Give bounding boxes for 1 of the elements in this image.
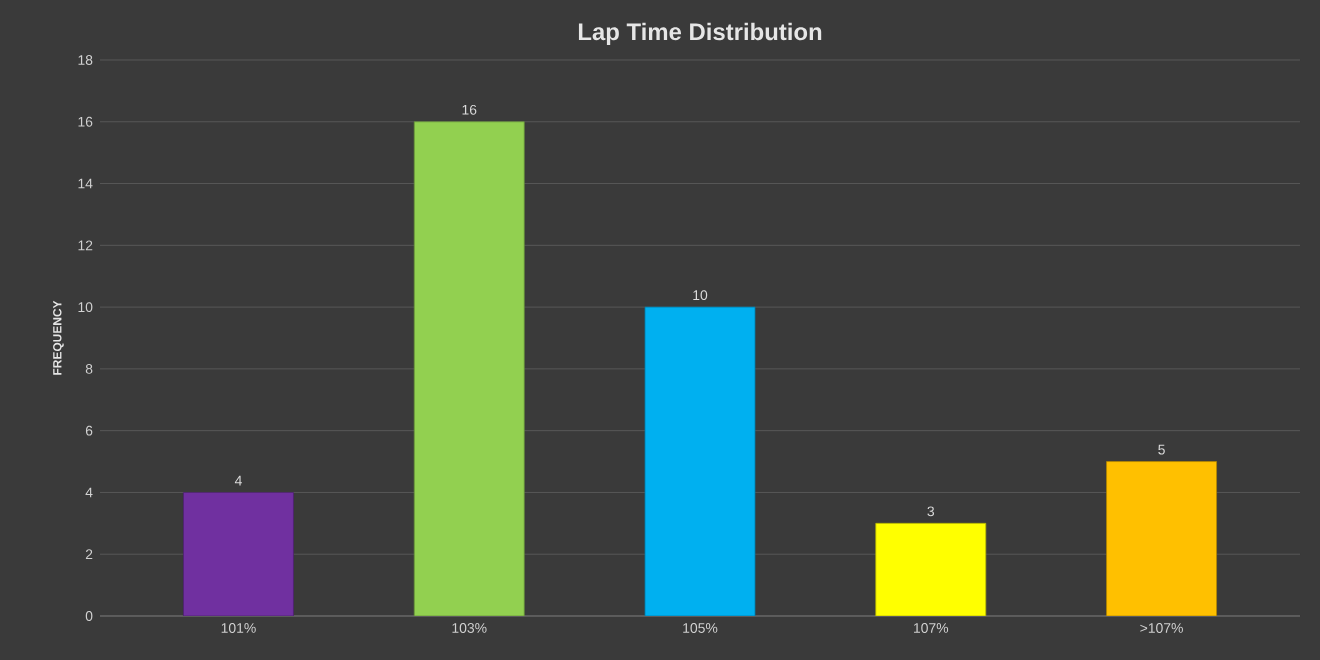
chart-title: Lap Time Distribution [578, 22, 822, 46]
